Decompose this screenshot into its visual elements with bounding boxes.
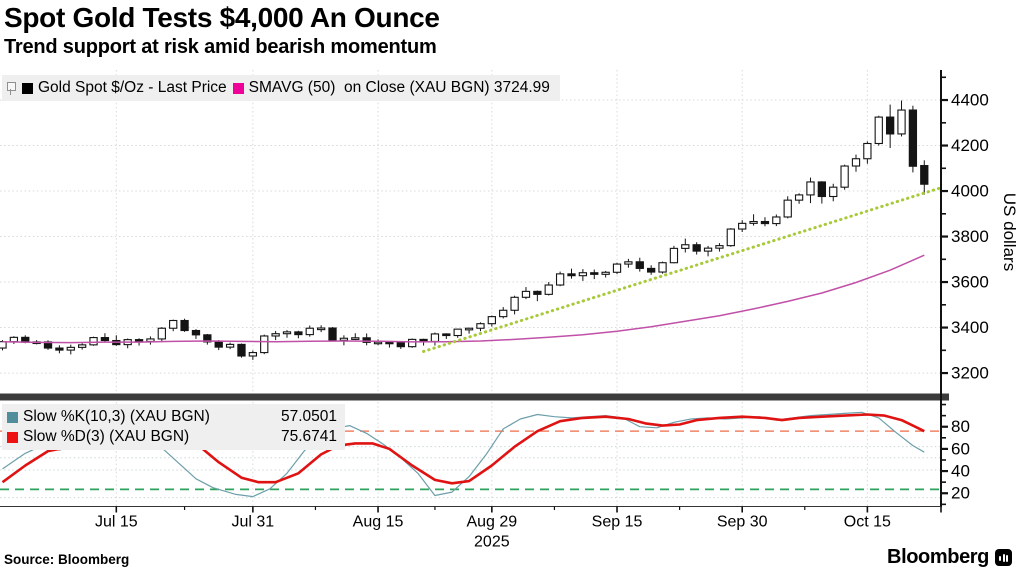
legend-label: SMAVG (50) on Close (XAU BGN) 3724.99	[248, 79, 550, 96]
slow-d-swatch	[7, 431, 18, 443]
year-label: 2025	[474, 534, 510, 551]
trend-support-line	[422, 186, 943, 353]
svg-text:Aug 29: Aug 29	[466, 514, 517, 531]
bloomberg-wordmark: Bloomberg	[887, 546, 989, 568]
legend-label: Slow %D(3) (XAU BGN)	[23, 428, 190, 445]
svg-text:40: 40	[951, 462, 970, 481]
legend-label: Slow %K(10,3) (XAU BGN)	[23, 408, 210, 425]
slow-k-swatch	[7, 411, 18, 423]
svg-text:Aug 15: Aug 15	[353, 514, 404, 531]
price-legend: Gold Spot $/Oz - Last Price SMAVG (50) o…	[2, 75, 560, 101]
candles	[0, 100, 929, 360]
svg-text:4000: 4000	[951, 182, 989, 201]
y-axis: 3200 3400 3600 3800 4000 4200 4400 20 40 60 80 US d…	[940, 70, 1019, 507]
svg-text:4400: 4400	[951, 91, 989, 110]
slow-k-value: 57.0501	[280, 408, 337, 425]
svg-text:3800: 3800	[951, 227, 989, 246]
legend-item-slow-k: Slow %K(10,3) (XAU BGN) 57.0501	[7, 407, 337, 427]
legend-item-gold-spot: Gold Spot $/Oz - Last Price	[22, 79, 227, 97]
bloomberg-terminal-icon	[995, 549, 1012, 566]
y-axis-title: US dollars	[1000, 193, 1019, 271]
legend-item-smavg: SMAVG (50) on Close (XAU BGN) 3724.99	[232, 79, 550, 97]
svg-text:Sep 15: Sep 15	[592, 514, 643, 531]
svg-text:80: 80	[951, 417, 970, 436]
bloomberg-logo: Bloomberg	[887, 546, 1012, 569]
sma50-line	[2, 254, 925, 344]
svg-text:Sep 30: Sep 30	[717, 514, 768, 531]
smavg-swatch	[232, 82, 244, 94]
legend-item-slow-d: Slow %D(3) (XAU BGN) 75.6741	[7, 427, 337, 447]
svg-text:20: 20	[951, 484, 970, 503]
svg-text:3200: 3200	[951, 364, 989, 383]
svg-text:3400: 3400	[951, 318, 989, 337]
gold-spot-swatch	[22, 82, 33, 94]
source-text: Source: Bloomberg	[4, 552, 130, 567]
svg-text:3600: 3600	[951, 273, 989, 292]
svg-text:Jul 15: Jul 15	[95, 514, 138, 531]
page-subtitle: Trend support at risk amid bearish momen…	[4, 36, 437, 58]
svg-text:Oct 15: Oct 15	[844, 514, 891, 531]
svg-text:Jul 31: Jul 31	[232, 514, 275, 531]
x-axis: Jul 15 Jul 31 Aug 15 Aug 29 2025 Sep 15 Sep 30…	[0, 506, 942, 551]
svg-text:60: 60	[951, 439, 970, 458]
stochastic-legend: Slow %K(10,3) (XAU BGN) 57.0501 Slow %D(…	[2, 404, 345, 450]
legend-pin-icon	[6, 81, 16, 96]
svg-text:4200: 4200	[951, 136, 989, 155]
panel-divider	[0, 393, 949, 401]
legend-label: Gold Spot $/Oz - Last Price	[38, 79, 227, 96]
slow-d-value: 75.6741	[280, 428, 337, 445]
page-title: Spot Gold Tests $4,000 An Ounce	[4, 2, 440, 33]
